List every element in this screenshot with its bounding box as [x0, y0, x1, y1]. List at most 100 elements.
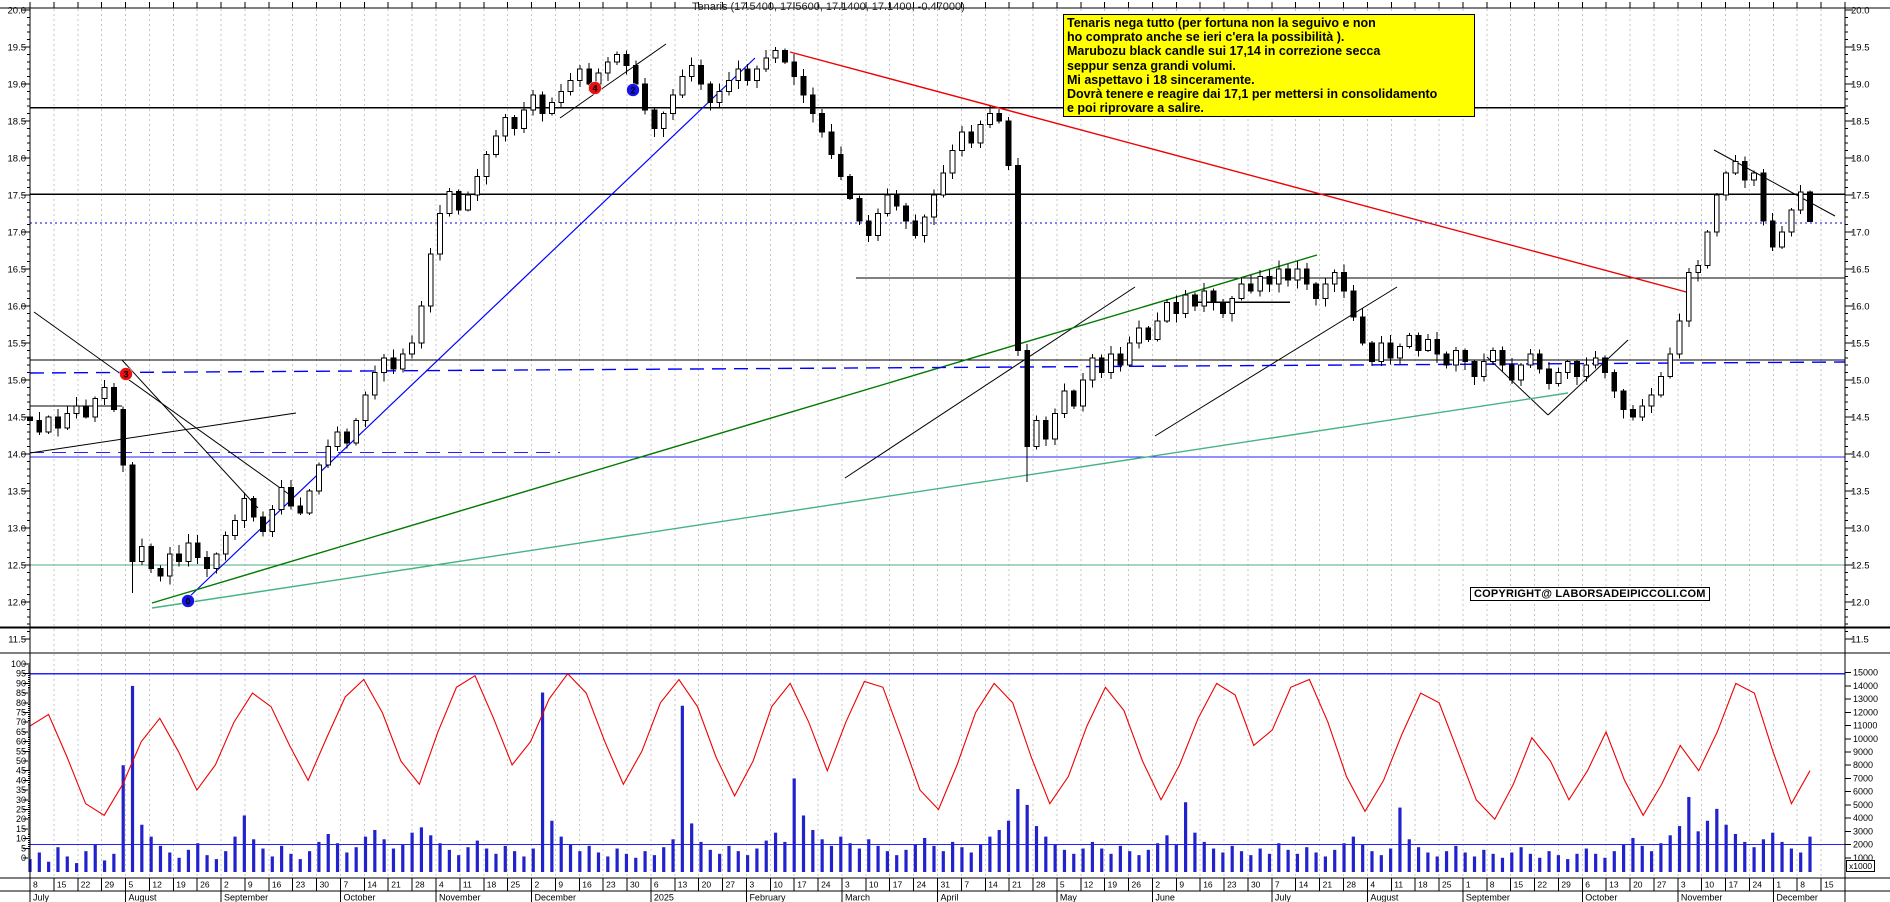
- svg-text:September: September: [1466, 893, 1510, 902]
- svg-text:4: 4: [1370, 880, 1375, 890]
- svg-text:2: 2: [630, 85, 635, 95]
- svg-text:15.0: 15.0: [8, 376, 27, 387]
- svg-text:18.5: 18.5: [8, 117, 27, 128]
- svg-text:13.0: 13.0: [8, 524, 27, 535]
- svg-text:17.5: 17.5: [8, 191, 27, 202]
- svg-text:16.0: 16.0: [8, 302, 27, 313]
- svg-text:4: 4: [439, 880, 444, 890]
- horizontal-lines-layer: [0, 107, 1890, 846]
- svg-text:10: 10: [773, 880, 783, 890]
- svg-text:4000: 4000: [1853, 813, 1873, 823]
- svg-text:45: 45: [16, 766, 26, 776]
- svg-text:30: 30: [1251, 880, 1261, 890]
- svg-text:17.0: 17.0: [1851, 228, 1870, 239]
- svg-text:30: 30: [320, 880, 330, 890]
- svg-text:1: 1: [1466, 880, 1471, 890]
- svg-text:23: 23: [606, 880, 616, 890]
- svg-text:24: 24: [917, 880, 927, 890]
- svg-text:15.5: 15.5: [8, 339, 27, 350]
- grid-layer: [29, 2, 1846, 877]
- svg-text:17.0: 17.0: [8, 228, 27, 239]
- svg-text:13: 13: [1609, 880, 1619, 890]
- svg-text:1000: 1000: [1853, 853, 1873, 863]
- svg-text:9000: 9000: [1853, 747, 1873, 757]
- svg-text:55: 55: [16, 746, 26, 756]
- svg-text:April: April: [941, 893, 959, 902]
- svg-text:5000: 5000: [1853, 800, 1873, 810]
- svg-text:29: 29: [1561, 880, 1571, 890]
- svg-text:12.0: 12.0: [8, 598, 27, 609]
- svg-text:18: 18: [1418, 880, 1428, 890]
- svg-text:60: 60: [16, 737, 26, 747]
- svg-text:11: 11: [463, 880, 472, 890]
- svg-text:22: 22: [1538, 880, 1548, 890]
- svg-text:4: 4: [592, 83, 597, 93]
- svg-text:1: 1: [1776, 880, 1781, 890]
- svg-text:17: 17: [893, 880, 903, 890]
- svg-text:12: 12: [152, 880, 162, 890]
- svg-text:11: 11: [1394, 880, 1403, 890]
- svg-text:95: 95: [16, 669, 26, 679]
- svg-text:85: 85: [16, 688, 26, 698]
- svg-text:14: 14: [1299, 880, 1309, 890]
- svg-text:July: July: [1275, 893, 1292, 902]
- svg-text:14: 14: [988, 880, 998, 890]
- svg-text:17.5: 17.5: [1851, 191, 1870, 202]
- svg-text:3: 3: [123, 369, 128, 379]
- svg-text:December: December: [1776, 893, 1818, 902]
- svg-text:8000: 8000: [1853, 760, 1873, 770]
- chart-title: Tenaris (17.5400, 17.5600, 17.1400, 17.1…: [692, 1, 965, 13]
- svg-text:October: October: [343, 893, 375, 902]
- note-line: e poi riprovare a salire.: [1067, 101, 1204, 116]
- svg-text:30: 30: [16, 795, 26, 805]
- svg-text:16.5: 16.5: [1851, 265, 1870, 276]
- svg-text:0: 0: [185, 596, 190, 606]
- svg-text:16: 16: [582, 880, 592, 890]
- svg-text:3: 3: [845, 880, 850, 890]
- svg-text:22: 22: [81, 880, 91, 890]
- svg-text:18.5: 18.5: [1851, 117, 1870, 128]
- svg-text:8: 8: [1800, 880, 1805, 890]
- svg-text:35: 35: [16, 785, 26, 795]
- svg-text:14.5: 14.5: [8, 413, 27, 424]
- svg-text:October: October: [1585, 893, 1617, 902]
- note-line: seppur senza grandi volumi.: [1067, 58, 1236, 73]
- svg-text:26: 26: [1132, 880, 1142, 890]
- svg-text:10: 10: [16, 834, 26, 844]
- svg-text:6000: 6000: [1853, 787, 1873, 797]
- svg-text:15: 15: [1514, 880, 1524, 890]
- svg-text:5: 5: [129, 880, 134, 890]
- svg-text:February: February: [749, 893, 786, 902]
- svg-text:27: 27: [1657, 880, 1667, 890]
- svg-text:2000: 2000: [1853, 840, 1873, 850]
- volume-bars-layer: [28, 685, 1812, 872]
- svg-text:10: 10: [869, 880, 879, 890]
- wave-markers-layer: 3 4 2 0: [119, 81, 640, 608]
- svg-text:10: 10: [1705, 880, 1715, 890]
- svg-text:7: 7: [343, 880, 348, 890]
- note-line: Dovrà tenere e reagire dai 17,1 per mett…: [1067, 87, 1438, 102]
- svg-text:19.0: 19.0: [8, 80, 27, 91]
- svg-text:23: 23: [296, 880, 306, 890]
- svg-text:December: December: [535, 893, 577, 902]
- svg-text:November: November: [1681, 893, 1723, 902]
- svg-text:100: 100: [11, 659, 26, 669]
- svg-text:17: 17: [1729, 880, 1739, 890]
- svg-text:10000: 10000: [1853, 734, 1878, 744]
- copyright-badge: COPYRIGHT@ LABORSADEIPICCOLI.COM: [1470, 587, 1710, 601]
- svg-text:21: 21: [391, 880, 401, 890]
- svg-text:18.0: 18.0: [8, 154, 27, 165]
- svg-text:20.0: 20.0: [8, 6, 27, 17]
- svg-text:16.5: 16.5: [8, 265, 27, 276]
- svg-text:July: July: [33, 893, 50, 902]
- svg-text:26: 26: [200, 880, 210, 890]
- svg-text:14000: 14000: [1853, 681, 1878, 691]
- svg-text:18.0: 18.0: [1851, 154, 1870, 165]
- svg-text:17: 17: [797, 880, 807, 890]
- volume-unit-label: x1000: [1846, 860, 1876, 872]
- svg-text:15.5: 15.5: [1851, 339, 1870, 350]
- svg-text:May: May: [1060, 893, 1078, 902]
- svg-text:12.0: 12.0: [1851, 598, 1870, 609]
